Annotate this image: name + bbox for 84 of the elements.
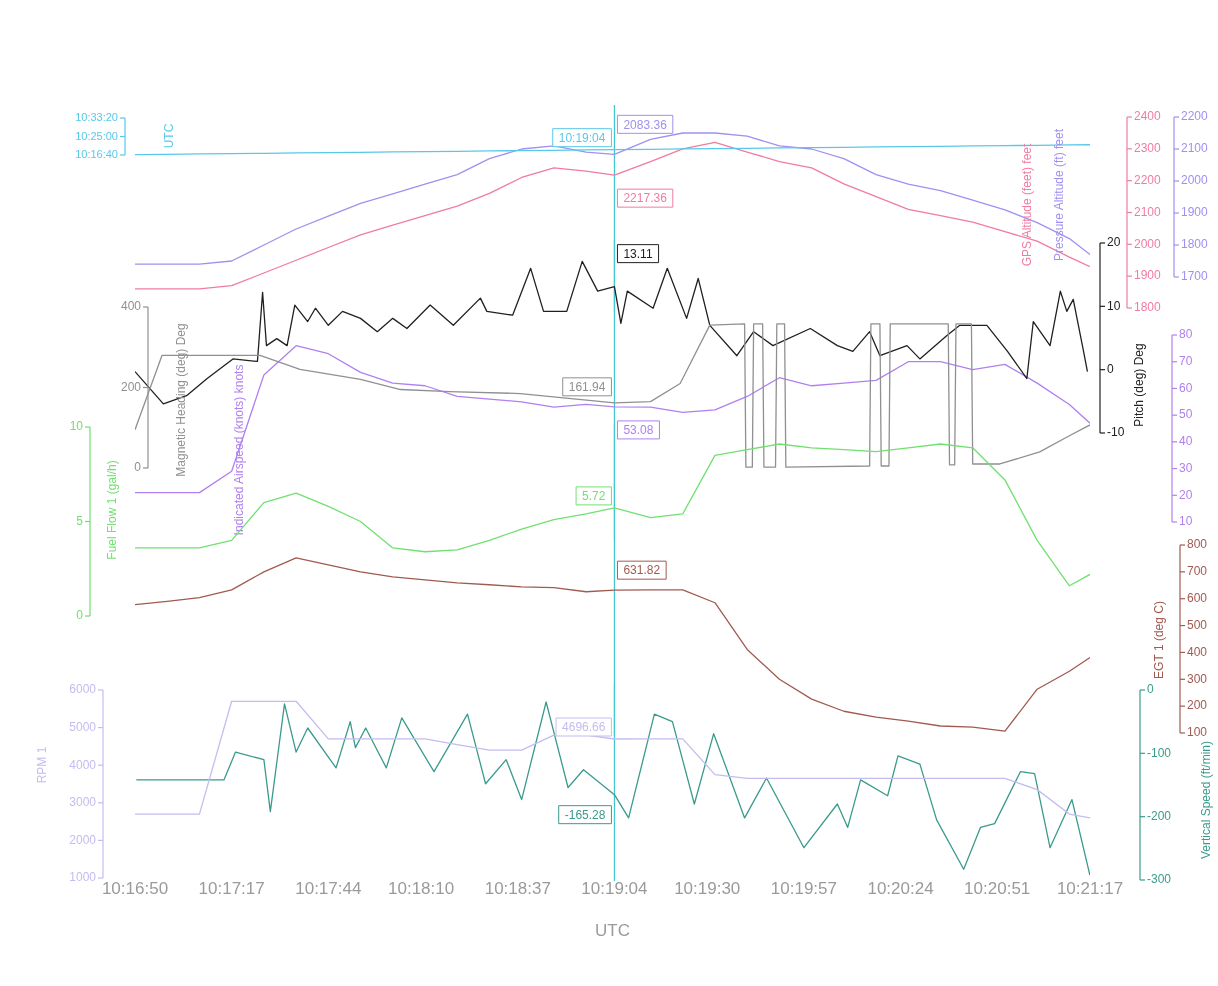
annotation: 2083.36	[623, 117, 668, 132]
y2-tick-label: 400	[1187, 644, 1208, 659]
y2-tick-label: 800	[1187, 537, 1208, 552]
x-tick-label: 10:19:30	[674, 879, 741, 899]
y-tick-label: 10	[69, 419, 84, 434]
y3-tick-label: 80	[1179, 327, 1193, 342]
y2-tick-label: 2100	[1134, 204, 1162, 219]
y3-tick-label: 2100	[1181, 141, 1209, 156]
y-tick-label: 400	[120, 299, 142, 314]
annotation: 4696.66	[562, 720, 606, 735]
x-tick-label: 10:17:17	[198, 879, 265, 899]
annotation: -165.28	[564, 807, 606, 822]
y3-axis-title: Indicated Airspeed (knots) knots	[232, 364, 247, 536]
y-tick-label: 0	[76, 608, 84, 623]
annotation: 631.82	[623, 563, 661, 578]
x-tick-label: 10:19:57	[770, 879, 837, 899]
x-axis-title: UTC	[595, 921, 630, 941]
annotation: 53.08	[623, 423, 654, 438]
annotation: 161.94	[568, 380, 606, 395]
y2-tick-label: 1800	[1134, 300, 1162, 315]
y2-tick-label: -10	[1107, 425, 1125, 440]
y-tick-label: 5000	[69, 719, 97, 734]
x-tick-label: 10:16:50	[101, 879, 169, 899]
y2-tick-label: -200	[1147, 808, 1172, 823]
y-axis-title: Fuel Flow 1 (gal/h)	[105, 460, 120, 560]
y3-tick-label: 50	[1179, 407, 1193, 422]
y-axis-title: UTC	[162, 123, 177, 149]
y2-tick-label: 0	[1107, 361, 1114, 376]
y-tick-label: 200	[120, 379, 142, 394]
annotation: 5.72	[582, 489, 606, 504]
y3-tick-label: 40	[1179, 434, 1193, 449]
y3-tick-label: 2000	[1181, 173, 1209, 188]
y2-axis-title: Vertical Speed (ft/min)	[1199, 740, 1214, 860]
y3-tick-label: 20	[1179, 487, 1193, 502]
y-tick-label: 10:25:00	[75, 129, 118, 142]
x-tick-label: 10:20:24	[867, 879, 934, 899]
y2-tick-label: 100	[1187, 725, 1208, 740]
y2-tick-label: 700	[1187, 564, 1208, 579]
y3-tick-label: 70	[1179, 354, 1193, 369]
y2-tick-label: 20	[1107, 235, 1121, 250]
x-tick-label: 10:18:10	[388, 879, 455, 899]
y2-tick-label: 10	[1107, 298, 1121, 313]
y2-tick-label: 2300	[1134, 141, 1162, 156]
x-tick-label: 10:18:37	[484, 879, 551, 899]
text: 13.11	[623, 246, 653, 261]
y3-tick-label: 10	[1179, 514, 1193, 529]
y3-tick-label: 1800	[1181, 237, 1209, 252]
y2-tick-label: 2000	[1134, 236, 1162, 251]
y-tick-label: 6000	[69, 682, 97, 697]
y-tick-label: 2000	[69, 832, 97, 847]
x-tick-label: 10:20:51	[964, 879, 1031, 899]
y-axis-title: RPM 1	[35, 746, 50, 784]
y-tick-label: 3000	[69, 795, 97, 810]
y-tick-label: 10:16:40	[75, 148, 118, 161]
y2-tick-label: 1900	[1134, 268, 1162, 283]
y2-tick-label: 200	[1187, 698, 1208, 713]
y3-tick-label: 2200	[1181, 109, 1209, 124]
y2-axis-title: GPS Altitude (feet) feet	[1020, 142, 1035, 267]
y2-tick-label: 300	[1187, 671, 1208, 686]
y2-tick-label: 500	[1187, 617, 1208, 632]
y2-axis-title: EGT 1 (deg C)	[1152, 601, 1167, 679]
y-tick-label: 10:33:20	[75, 111, 118, 124]
y2-tick-label: -300	[1147, 872, 1172, 887]
y2-tick-label: 2200	[1134, 172, 1162, 187]
y3-tick-label: 1700	[1181, 269, 1209, 284]
y2-tick-label: 600	[1187, 591, 1208, 606]
y2-axis-title: Pitch (deg) Deg	[1132, 343, 1147, 427]
y2-tick-label: -100	[1147, 745, 1172, 760]
y-tick-label: 1000	[69, 870, 97, 885]
x-tick-label: 10:19:04	[581, 879, 648, 899]
x-tick-label: 10:21:17	[1056, 879, 1124, 899]
y2-tick-label: 0	[1147, 682, 1154, 697]
y-axis-title: Magnetic Heading (deg) Deg	[174, 323, 189, 477]
y-tick-label: 0	[134, 460, 142, 475]
y3-tick-label: 30	[1179, 460, 1193, 475]
y2-tick-label: 2400	[1134, 109, 1162, 124]
text: 2217.36	[623, 191, 668, 206]
y3-tick-label: 1900	[1181, 205, 1209, 220]
annotation: 10:19:04	[558, 130, 606, 145]
x-tick-label: 10:17:44	[295, 879, 362, 899]
y-tick-label: 4000	[69, 757, 97, 772]
y-tick-label: 5	[76, 513, 84, 528]
y3-axis-title: Pressure Altitude (ft) feet	[1052, 128, 1067, 262]
y3-tick-label: 60	[1179, 380, 1193, 395]
